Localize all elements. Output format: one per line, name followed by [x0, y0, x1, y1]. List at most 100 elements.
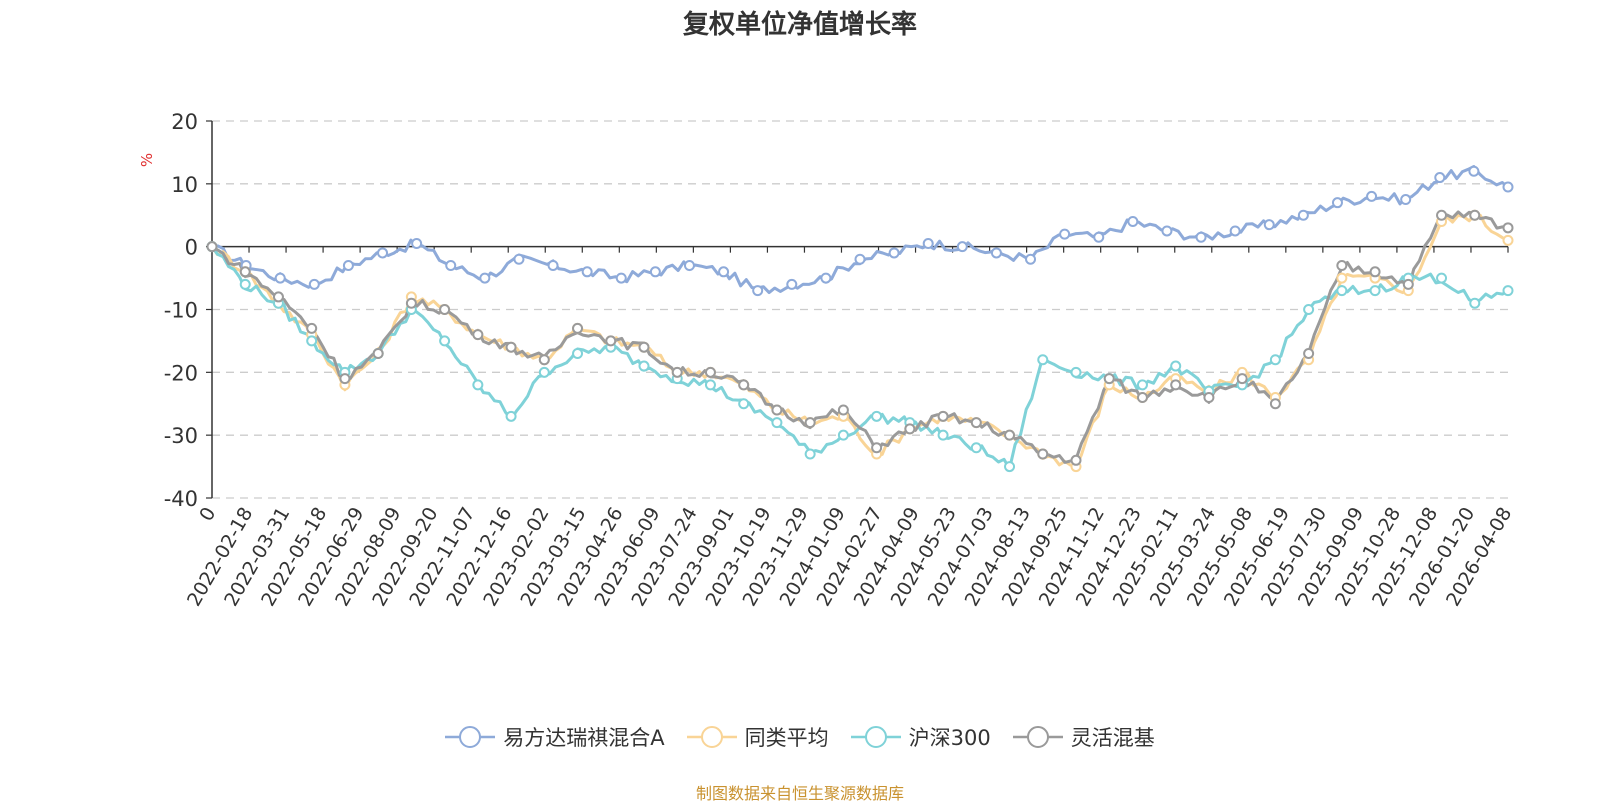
data-point: [1269, 398, 1281, 410]
data-point: [472, 329, 484, 341]
data-point: [638, 341, 650, 353]
legend-item[interactable]: 沪深300: [850, 722, 991, 752]
data-point: [888, 247, 900, 259]
data-point: [970, 417, 982, 429]
legend-item[interactable]: 易方达瑞祺混合A: [445, 722, 665, 752]
data-point: [206, 241, 218, 253]
y-tick-label: -40: [164, 487, 198, 511]
y-tick-label: -30: [164, 424, 198, 448]
data-point: [922, 238, 934, 250]
data-point: [671, 366, 683, 378]
data-point: [1236, 373, 1248, 385]
data-point: [445, 260, 457, 272]
data-point: [1502, 222, 1514, 234]
data-point: [306, 322, 318, 334]
data-point: [411, 238, 423, 250]
data-point: [771, 417, 783, 429]
y-tick-label: 10: [171, 173, 198, 197]
legend-item[interactable]: 同类平均: [686, 722, 829, 752]
data-point: [1502, 285, 1514, 297]
data-point: [1170, 360, 1182, 372]
data-point: [738, 398, 750, 410]
data-point: [1269, 354, 1281, 366]
legend-label: 易方达瑞祺混合A: [503, 726, 665, 750]
data-point: [505, 410, 517, 422]
data-point: [718, 266, 730, 278]
data-point: [1136, 391, 1148, 403]
data-point: [1297, 209, 1309, 221]
data-point: [605, 335, 617, 347]
data-point: [339, 373, 351, 385]
data-point: [1170, 379, 1182, 391]
data-point: [479, 272, 491, 284]
data-point: [1195, 231, 1207, 243]
data-point: [1070, 366, 1082, 378]
data-point: [683, 260, 695, 272]
data-point: [1400, 194, 1412, 206]
data-point: [1336, 272, 1348, 284]
data-point: [1203, 391, 1215, 403]
data-point: [1229, 225, 1241, 237]
data-point: [752, 285, 764, 297]
series-line: [210, 213, 1509, 469]
data-point: [1161, 225, 1173, 237]
data-point: [970, 442, 982, 454]
data-point: [1336, 285, 1348, 297]
data-point: [1070, 454, 1082, 466]
legend-label: 灵活混基: [1070, 726, 1155, 750]
chart-title: 复权单位净值增长率: [682, 10, 917, 40]
data-point: [1127, 216, 1139, 228]
series-line: [211, 165, 1509, 295]
data-point: [472, 379, 484, 391]
y-tick-label: -10: [164, 299, 198, 323]
data-point: [837, 429, 849, 441]
data-point: [990, 247, 1002, 259]
data-point: [1502, 234, 1514, 246]
data-point: [1025, 253, 1037, 265]
data-point: [937, 410, 949, 422]
data-point: [405, 297, 417, 309]
data-point: [538, 354, 550, 366]
y-tick-label: 0: [185, 236, 198, 260]
data-point: [1059, 228, 1071, 240]
legend-item[interactable]: 灵活混基: [1012, 722, 1155, 752]
source-note: 制图数据来自恒生聚源数据库: [695, 784, 904, 803]
data-point: [615, 272, 627, 284]
data-point: [1436, 209, 1448, 221]
data-point: [1004, 461, 1016, 473]
legend-swatch-icon: [1012, 726, 1063, 748]
data-point: [239, 278, 251, 290]
y-tick-label: 20: [171, 110, 198, 134]
data-point: [505, 341, 517, 353]
data-point: [372, 347, 384, 359]
data-point: [649, 266, 661, 278]
legend-label: 沪深300: [908, 726, 991, 750]
data-point: [1369, 285, 1381, 297]
data-point: [1336, 260, 1348, 272]
data-point: [956, 241, 968, 253]
data-point: [1331, 197, 1343, 209]
series-lines: [210, 165, 1509, 471]
data-point: [1037, 354, 1049, 366]
data-point: [1468, 165, 1480, 177]
data-point: [513, 253, 525, 265]
series-line: [211, 210, 1509, 464]
data-point: [1369, 266, 1381, 278]
data-point: [1469, 297, 1481, 309]
data-point: [1434, 172, 1446, 184]
data-point: [738, 379, 750, 391]
data-point: [871, 410, 883, 422]
data-point: [1303, 304, 1315, 315]
data-point: [854, 253, 866, 265]
data-point: [1263, 219, 1275, 231]
data-point: [1402, 278, 1414, 290]
data-point: [581, 266, 593, 278]
data-point: [1093, 231, 1105, 243]
data-point: [272, 291, 284, 303]
data-point: [904, 423, 916, 435]
data-point: [377, 247, 389, 259]
data-point: [439, 304, 451, 315]
data-point: [274, 272, 286, 284]
data-point: [1004, 429, 1016, 441]
